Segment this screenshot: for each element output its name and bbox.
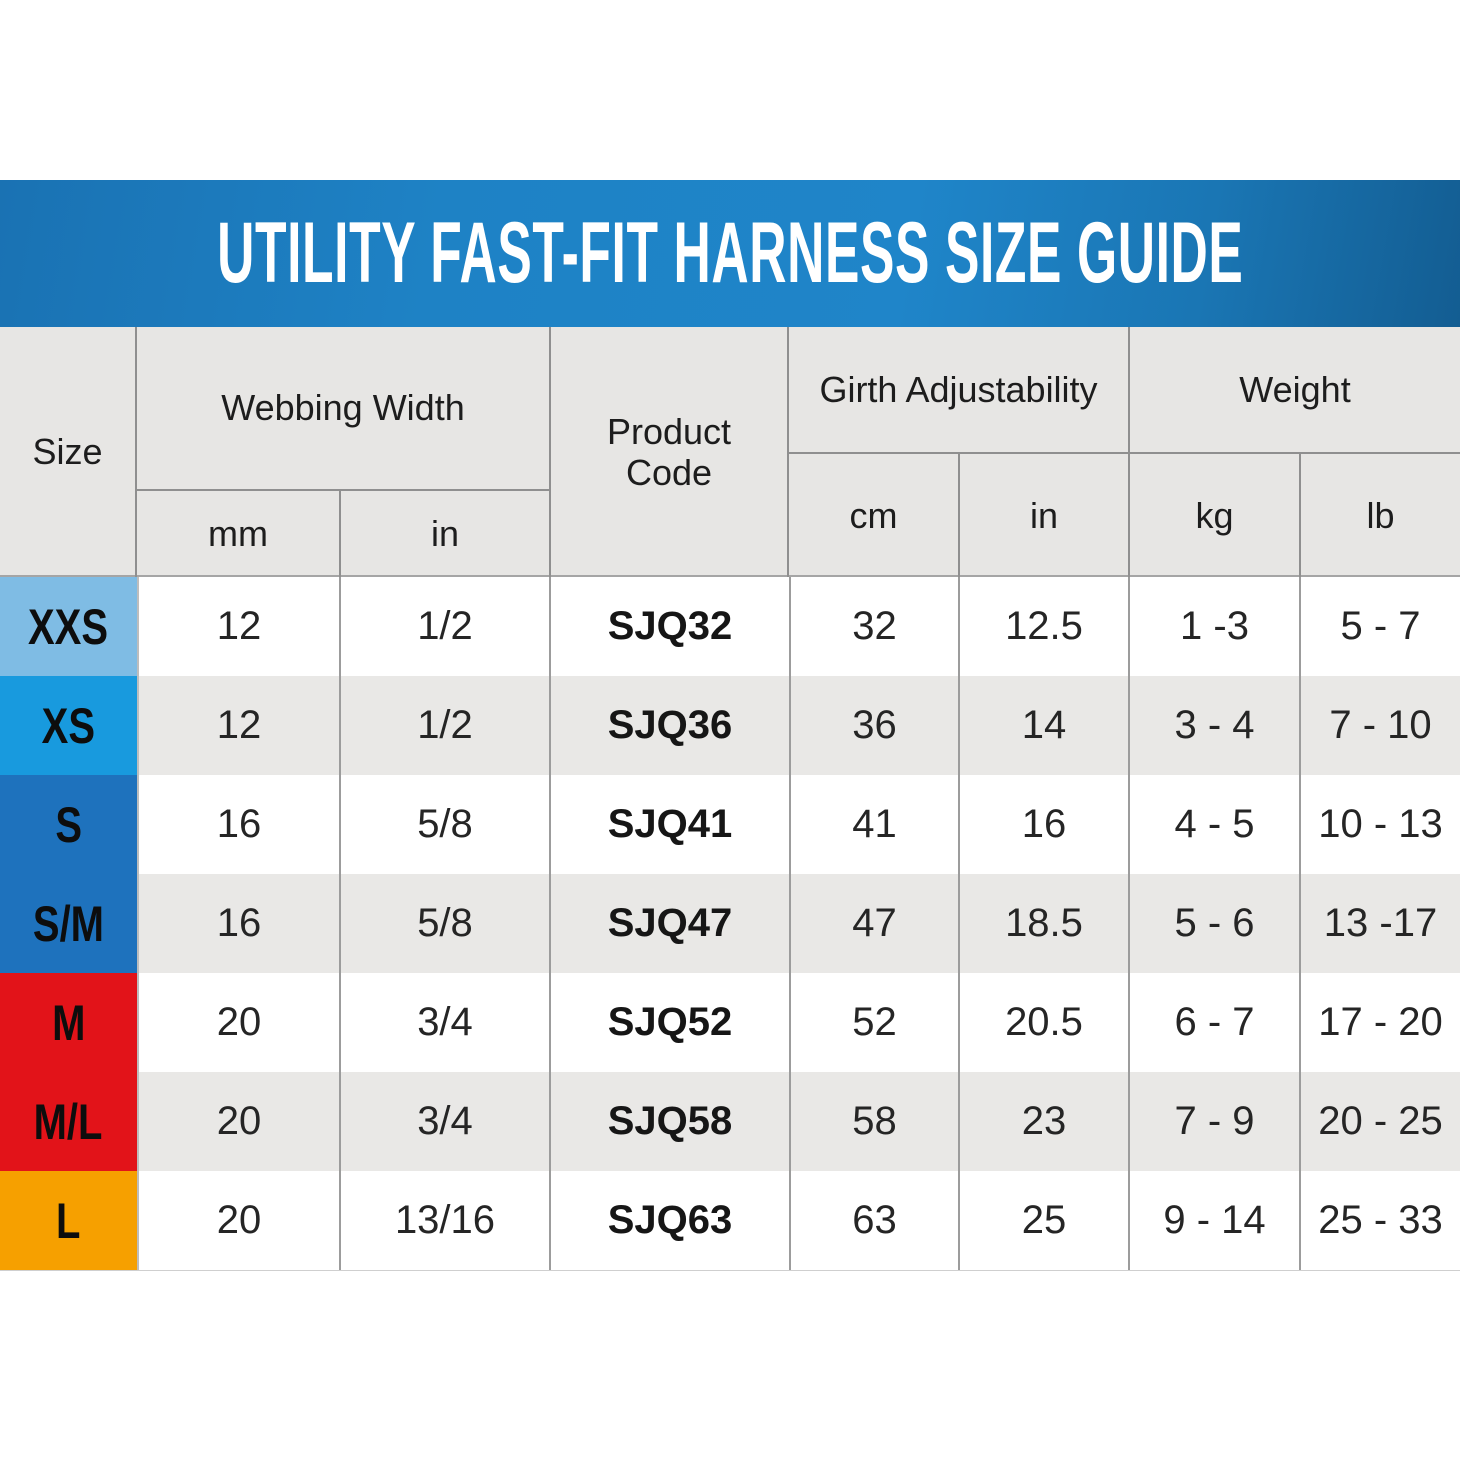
webbing-in-cell: 5/8 (339, 874, 549, 973)
header-unit-mm: mm (208, 513, 268, 555)
header-product-code: Product Code (549, 327, 789, 577)
product-code-cell: SJQ36 (549, 676, 789, 775)
size-label: S (55, 796, 82, 853)
weight-kg-cell: 1 -3 (1128, 577, 1299, 676)
size-label: S/M (32, 895, 105, 952)
header-webbing-width: Webbing Width (137, 327, 549, 491)
girth-in-cell: 16 (958, 775, 1128, 874)
header-girth-adjustability: Girth Adjustability (789, 327, 1128, 454)
header-weight: Weight (1128, 327, 1460, 454)
webbing-mm-cell: 20 (137, 973, 339, 1072)
girth-in-cell: 14 (958, 676, 1128, 775)
header-unit-girth-in: in (958, 454, 1128, 577)
product-code-cell: SJQ58 (549, 1072, 789, 1171)
weight-lb-cell: 25 - 33 (1299, 1171, 1460, 1270)
product-code-cell: SJQ63 (549, 1171, 789, 1270)
product-code-cell: SJQ52 (549, 973, 789, 1072)
table-body: XXS 12 1/2 SJQ32 32 12.5 1 -3 5 - 7 XS 1… (0, 577, 1460, 1270)
girth-in-cell: 18.5 (958, 874, 1128, 973)
size-cell: M (0, 973, 137, 1072)
girth-cm-cell: 47 (789, 874, 958, 973)
weight-lb-cell: 20 - 25 (1299, 1072, 1460, 1171)
size-cell: XS (0, 676, 137, 775)
girth-cm-cell: 41 (789, 775, 958, 874)
webbing-in-cell: 3/4 (339, 973, 549, 1072)
size-cell: S (0, 775, 137, 874)
girth-in-cell: 25 (958, 1171, 1128, 1270)
weight-kg-cell: 3 - 4 (1128, 676, 1299, 775)
weight-kg-cell: 6 - 7 (1128, 973, 1299, 1072)
weight-kg-cell: 5 - 6 (1128, 874, 1299, 973)
product-code-cell: SJQ41 (549, 775, 789, 874)
webbing-in-cell: 5/8 (339, 775, 549, 874)
product-code-cell: SJQ32 (549, 577, 789, 676)
webbing-in-cell: 13/16 (339, 1171, 549, 1270)
size-label: XXS (28, 598, 109, 655)
webbing-mm-cell: 20 (137, 1171, 339, 1270)
webbing-mm-cell: 12 (137, 577, 339, 676)
table-row-s: S 16 5/8 SJQ41 41 16 4 - 5 10 - 13 (0, 775, 1460, 874)
size-label: XS (41, 697, 96, 754)
table-row-sm: S/M 16 5/8 SJQ47 47 18.5 5 - 6 13 -17 (0, 874, 1460, 973)
header-unit-lb: lb (1299, 454, 1460, 577)
girth-cm-cell: 63 (789, 1171, 958, 1270)
webbing-mm-cell: 16 (137, 874, 339, 973)
header-unit-cm: cm (849, 494, 898, 536)
girth-cm-cell: 32 (789, 577, 958, 676)
webbing-in-cell: 1/2 (339, 577, 549, 676)
weight-lb-cell: 17 - 20 (1299, 973, 1460, 1072)
product-code-cell: SJQ47 (549, 874, 789, 973)
size-label: L (56, 1192, 81, 1249)
table-row-m: M 20 3/4 SJQ52 52 20.5 6 - 7 17 - 20 (0, 973, 1460, 1072)
weight-lb-cell: 10 - 13 (1299, 775, 1460, 874)
size-guide-table: Size Webbing Width mm in Product Code Gi… (0, 327, 1460, 1271)
girth-cm-cell: 36 (789, 676, 958, 775)
size-cell: L (0, 1171, 137, 1270)
girth-cm-cell: 52 (789, 973, 958, 1072)
weight-lb-cell: 13 -17 (1299, 874, 1460, 973)
header-unit-webbing-in: in (339, 491, 549, 577)
table-row-xs: XS 12 1/2 SJQ36 36 14 3 - 4 7 - 10 (0, 676, 1460, 775)
size-label: M (51, 994, 86, 1051)
webbing-mm-cell: 20 (137, 1072, 339, 1171)
webbing-mm-cell: 12 (137, 676, 339, 775)
title-banner: UTILITY FAST-FIT HARNESS SIZE GUIDE (0, 180, 1460, 327)
size-label: M/L (34, 1093, 103, 1150)
page-title: UTILITY FAST-FIT HARNESS SIZE GUIDE (216, 205, 1244, 301)
weight-lb-cell: 7 - 10 (1299, 676, 1460, 775)
table-row-l: L 20 13/16 SJQ63 63 25 9 - 14 25 - 33 (0, 1171, 1460, 1270)
table-row-xxs: XXS 12 1/2 SJQ32 32 12.5 1 -3 5 - 7 (0, 577, 1460, 676)
size-cell: S/M (0, 874, 137, 973)
weight-kg-cell: 7 - 9 (1128, 1072, 1299, 1171)
header-size: Size (0, 327, 137, 577)
webbing-in-cell: 1/2 (339, 676, 549, 775)
table-row-ml: M/L 20 3/4 SJQ58 58 23 7 - 9 20 - 25 (0, 1072, 1460, 1171)
girth-in-cell: 20.5 (958, 973, 1128, 1072)
size-cell: M/L (0, 1072, 137, 1171)
size-cell: XXS (0, 577, 137, 676)
girth-cm-cell: 58 (789, 1072, 958, 1171)
header-unit-kg: kg (1128, 454, 1299, 577)
webbing-in-cell: 3/4 (339, 1072, 549, 1171)
weight-kg-cell: 9 - 14 (1128, 1171, 1299, 1270)
girth-in-cell: 12.5 (958, 577, 1128, 676)
weight-kg-cell: 4 - 5 (1128, 775, 1299, 874)
webbing-mm-cell: 16 (137, 775, 339, 874)
table-header: Size Webbing Width mm in Product Code Gi… (0, 327, 1460, 577)
weight-lb-cell: 5 - 7 (1299, 577, 1460, 676)
girth-in-cell: 23 (958, 1072, 1128, 1171)
